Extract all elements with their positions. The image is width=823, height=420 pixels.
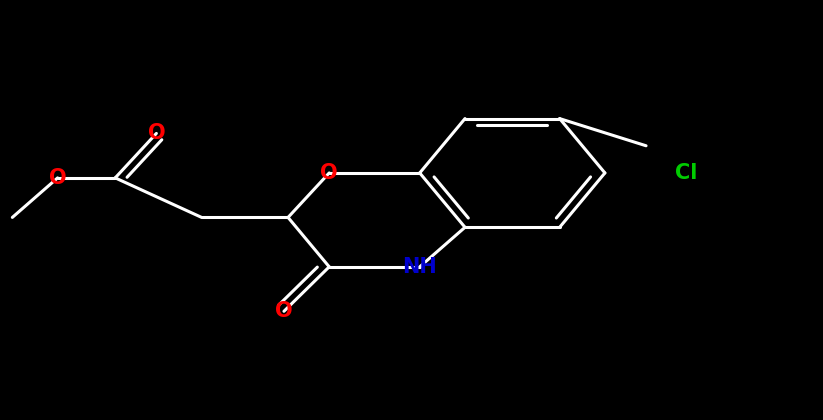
- Text: O: O: [320, 163, 338, 183]
- Text: O: O: [275, 301, 293, 321]
- Text: O: O: [147, 123, 165, 143]
- Text: O: O: [49, 168, 67, 188]
- Text: NH: NH: [402, 257, 437, 277]
- Text: Cl: Cl: [675, 163, 697, 183]
